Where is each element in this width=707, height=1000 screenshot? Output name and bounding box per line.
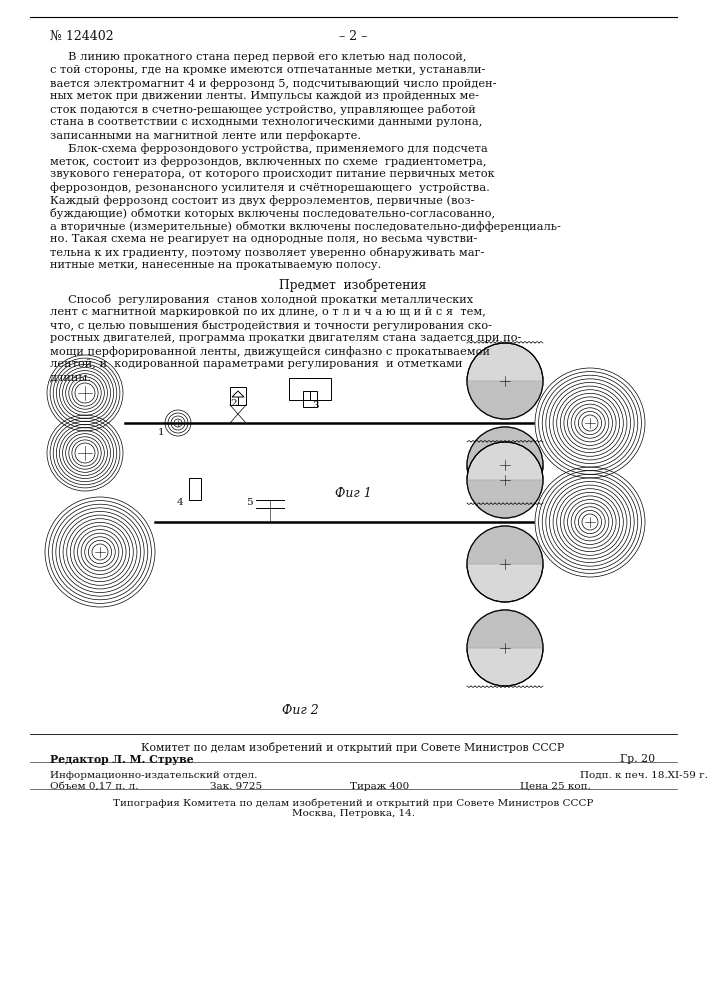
Text: Каждый феррозонд состоит из двух ферроэлементов, первичные (воз-: Каждый феррозонд состоит из двух ферроэл…	[50, 195, 474, 206]
Text: Информационно-издательский отдел.: Информационно-издательский отдел.	[50, 771, 257, 780]
Text: Фиг 1: Фиг 1	[334, 487, 371, 500]
Text: тельна к их градиенту, поэтому позволяет уверенно обнаруживать маг-: тельна к их градиенту, поэтому позволяет…	[50, 247, 484, 258]
Text: 3: 3	[312, 401, 319, 410]
Text: Тираж 400: Тираж 400	[350, 782, 409, 791]
Text: 5: 5	[246, 498, 252, 507]
Text: а вторичные (измерительные) обмотки включены последовательно-дифференциаль-: а вторичные (измерительные) обмотки вклю…	[50, 221, 561, 232]
Text: Комитет по делам изобретений и открытий при Совете Министров СССР: Комитет по делам изобретений и открытий …	[141, 742, 565, 753]
Text: с той стороны, где на кромке имеются отпечатанные метки, устанавли-: с той стороны, где на кромке имеются отп…	[50, 65, 486, 75]
Circle shape	[467, 442, 543, 518]
Text: Способ  регулирования  станов холодной прокатки металлических: Способ регулирования станов холодной про…	[50, 294, 473, 305]
Bar	[303, 391, 317, 407]
Wedge shape	[467, 526, 543, 564]
Wedge shape	[467, 480, 543, 518]
Text: ростных двигателей, программа прокатки двигателям стана задается при по-: ростных двигателей, программа прокатки д…	[50, 333, 521, 343]
Circle shape	[467, 526, 543, 602]
Text: ных меток при движении ленты. Импульсы каждой из пройденных ме-: ных меток при движении ленты. Импульсы к…	[50, 91, 479, 101]
Text: Гр. 20: Гр. 20	[620, 754, 655, 764]
Text: лентой, и  кодированной параметрами регулирования  и отметками: лентой, и кодированной параметрами регул…	[50, 359, 462, 369]
Circle shape	[467, 343, 543, 419]
Wedge shape	[467, 610, 543, 648]
Text: Блок-схема феррозондового устройства, применяемого для подсчета: Блок-схема феррозондового устройства, пр…	[50, 143, 488, 154]
Text: Редактор Л. М. Струве: Редактор Л. М. Струве	[50, 754, 194, 765]
Text: мощи перфорированной ленты, движущейся синфазно с прокатываемой: мощи перфорированной ленты, движущейся с…	[50, 346, 490, 357]
Wedge shape	[467, 381, 543, 419]
Text: что, с целью повышения быстродействия и точности регулирования ско-: что, с целью повышения быстродействия и …	[50, 320, 492, 331]
Text: Предмет  изобретения: Предмет изобретения	[279, 279, 427, 292]
Circle shape	[467, 610, 543, 686]
Text: но. Такая схема не реагирует на однородные поля, но весьма чувстви-: но. Такая схема не реагирует на однородн…	[50, 234, 477, 244]
Text: записанными на магнитной ленте или перфокарте.: записанными на магнитной ленте или перфо…	[50, 130, 361, 141]
Bar	[230, 387, 246, 405]
Text: Типография Комитета по делам изобретений и открытий при Совете Министров СССР: Типография Комитета по делам изобретений…	[113, 798, 593, 808]
Text: – 2 –: – 2 –	[339, 30, 367, 43]
Bar	[289, 378, 331, 400]
Text: Зак. 9725: Зак. 9725	[210, 782, 262, 791]
Text: № 124402: № 124402	[50, 30, 114, 43]
Text: звукового генератора, от которого происходит питание первичных меток: звукового генератора, от которого происх…	[50, 169, 495, 179]
Text: вается электромагнит 4 и феррозонд 5, подсчитывающий число пройден-: вается электромагнит 4 и феррозонд 5, по…	[50, 78, 496, 89]
Text: Цена 25 коп.: Цена 25 коп.	[520, 782, 591, 791]
Text: В линию прокатного стана перед первой его клетью над полосой,: В линию прокатного стана перед первой ег…	[50, 52, 467, 62]
Text: буждающие) обмотки которых включены последовательно-согласованно,: буждающие) обмотки которых включены посл…	[50, 208, 495, 219]
Text: феррозондов, резонансного усилителя и счётнорешающего  устройства.: феррозондов, резонансного усилителя и сч…	[50, 182, 490, 193]
Text: стана в соответствии с исходными технологическими данными рулона,: стана в соответствии с исходными техноло…	[50, 117, 482, 127]
Text: 2: 2	[230, 399, 237, 408]
Text: 1: 1	[158, 428, 165, 437]
Circle shape	[467, 427, 543, 503]
Text: Фиг 2: Фиг 2	[281, 704, 318, 717]
Text: Подп. к печ. 18.ХІ-59 г.: Подп. к печ. 18.ХІ-59 г.	[580, 771, 707, 780]
Bar	[189, 478, 201, 500]
Text: Москва, Петровка, 14.: Москва, Петровка, 14.	[291, 809, 414, 818]
Text: нитные метки, нанесенные на прокатываемую полосу.: нитные метки, нанесенные на прокатываему…	[50, 260, 381, 270]
Text: 4: 4	[177, 498, 184, 507]
Text: Объем 0,17 п. л.: Объем 0,17 п. л.	[50, 782, 139, 791]
Text: длины.: длины.	[50, 372, 92, 382]
Text: сток подаются в счетно-решающее устройство, управляющее работой: сток подаются в счетно-решающее устройст…	[50, 104, 476, 115]
Wedge shape	[467, 427, 543, 465]
Text: лент с магнитной маркировкой по их длине, о т л и ч а ю щ и й с я  тем,: лент с магнитной маркировкой по их длине…	[50, 307, 486, 317]
Text: меток, состоит из феррозондов, включенных по схеме  градиентометра,: меток, состоит из феррозондов, включенны…	[50, 156, 486, 167]
